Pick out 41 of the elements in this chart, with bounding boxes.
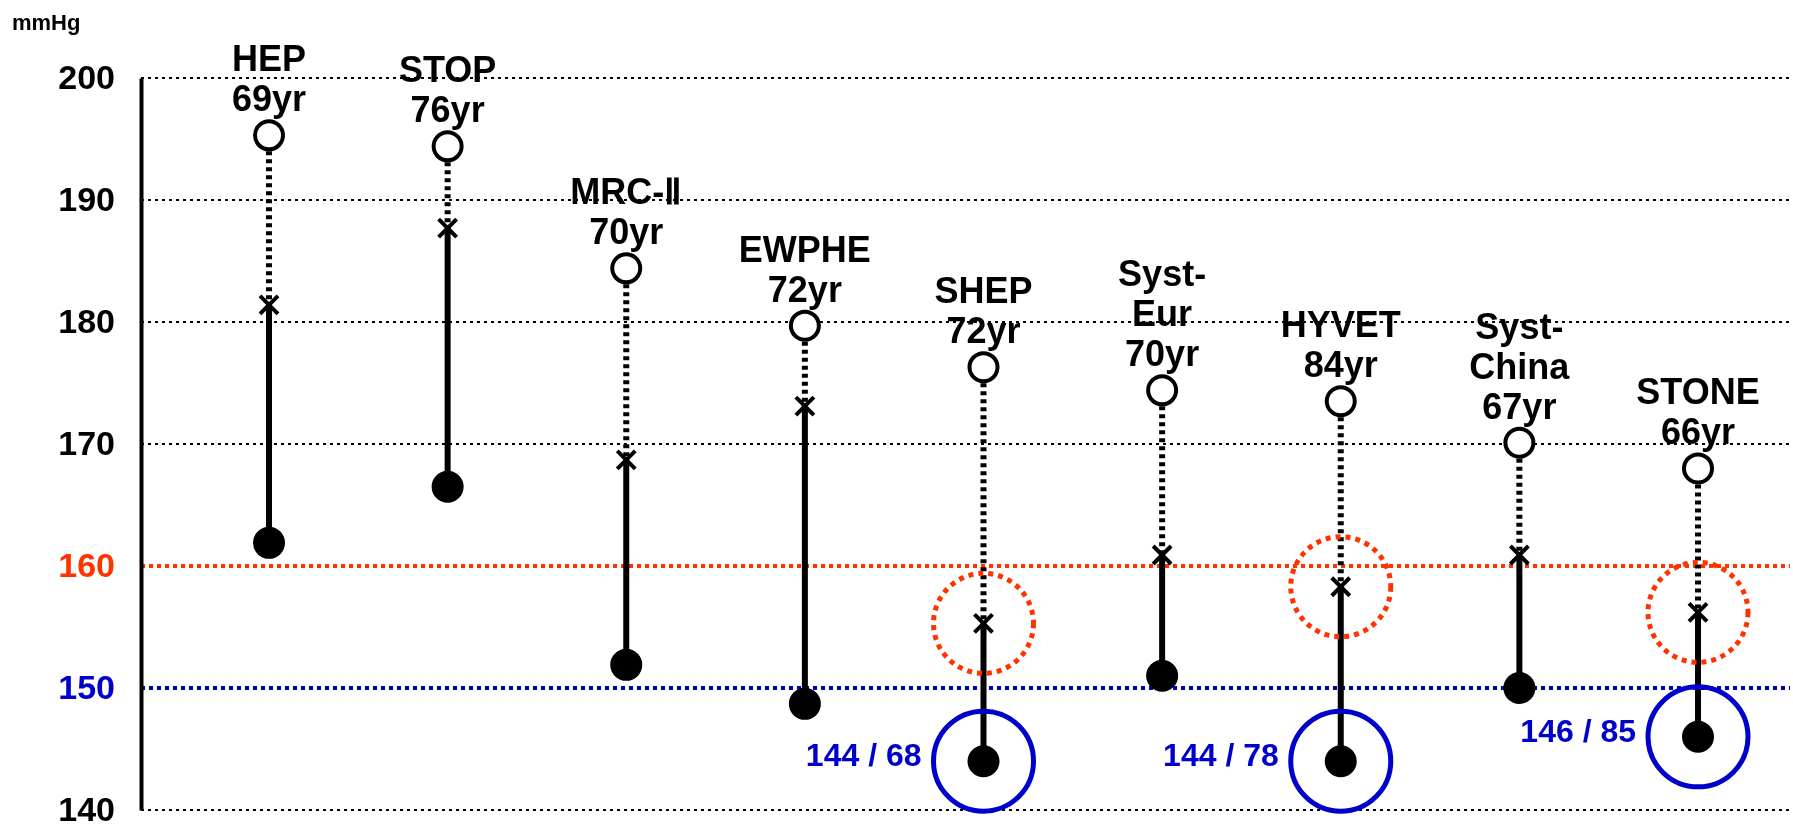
point (615, 448, 638, 471)
point (788, 309, 821, 342)
y-tick-label: 170 (58, 424, 115, 463)
y-tick-label: 190 (58, 180, 115, 219)
x-tick-label: STONE 66yr (1636, 371, 1760, 453)
point (1151, 544, 1174, 567)
x-tick-label: HYVET 84yr (1280, 304, 1401, 386)
point (258, 293, 280, 316)
y-tick-label: 200 (58, 58, 115, 97)
y-tick-label: 160 (58, 546, 115, 585)
point (1508, 544, 1531, 567)
point (793, 395, 816, 418)
point (1503, 426, 1536, 459)
point (253, 119, 285, 152)
point (610, 648, 643, 681)
x-tick-label: Syst- China 67yr (1469, 305, 1571, 427)
x-tick-label: MRC-Ⅱ 70yr (570, 171, 683, 253)
point (1146, 374, 1179, 407)
point (1682, 452, 1714, 485)
y-axis-title: mmHg (12, 10, 81, 35)
x-tick-label: STOP 76yr (398, 49, 497, 131)
point (610, 252, 643, 285)
y-tick-label: 150 (58, 668, 115, 707)
y-tick-label: 140 (58, 790, 115, 826)
point (1146, 659, 1179, 692)
annotation: 146 / 85 (1520, 712, 1636, 749)
annotation: 144 / 68 (805, 737, 922, 774)
x-tick-label: Syst- Eur 70yr (1118, 253, 1207, 375)
y-tick-label: 180 (58, 302, 115, 341)
annotation: 144 / 78 (1163, 737, 1279, 774)
point (1324, 385, 1357, 418)
point (431, 130, 464, 163)
x-tick-label: HEP 69yr (231, 38, 307, 120)
point (431, 470, 464, 503)
x-tick-label: EWPHE 72yr (738, 228, 871, 310)
point (788, 687, 821, 720)
point (1503, 672, 1536, 704)
point (967, 351, 1000, 384)
point (253, 526, 285, 559)
x-tick-label: SHEP 72yr (934, 270, 1033, 352)
point (436, 217, 459, 240)
